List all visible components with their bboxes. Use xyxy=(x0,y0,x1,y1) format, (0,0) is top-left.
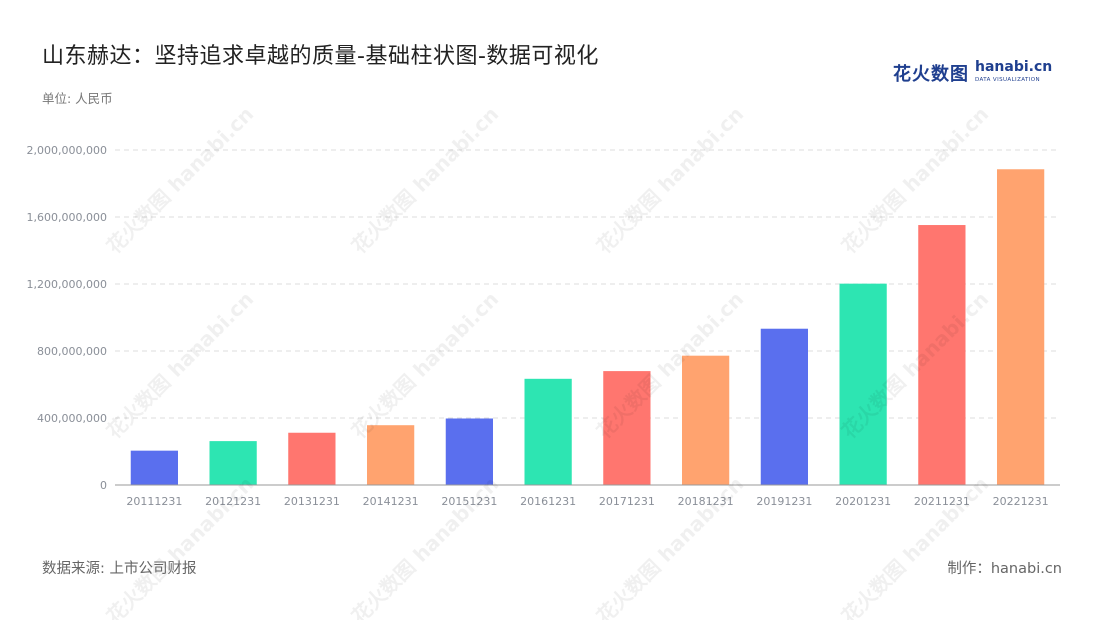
x-tick-label: 20161231 xyxy=(520,495,576,508)
chart-title: 山东赫达：坚持追求卓越的质量-基础柱状图-数据可视化 xyxy=(42,44,599,69)
bar xyxy=(209,441,257,485)
bar xyxy=(288,432,336,485)
y-tick-label: 800,000,000 xyxy=(37,345,107,358)
bar xyxy=(445,418,493,485)
bar xyxy=(367,425,415,485)
x-tick-label: 20181231 xyxy=(678,495,734,508)
data-source: 数据来源: 上市公司财报 xyxy=(42,561,197,577)
logo-en-text: hanabi.cn xyxy=(975,59,1053,75)
x-tick-label: 20141231 xyxy=(363,495,419,508)
x-tick-label: 20221231 xyxy=(993,495,1049,508)
bars xyxy=(130,169,1045,486)
logo: 花火数图 hanabi.cn DATA VISUALIZATION xyxy=(893,58,1052,88)
grid-lines xyxy=(115,149,1060,419)
bar xyxy=(603,371,651,485)
y-tick-label: 1,600,000,000 xyxy=(27,211,107,224)
bar xyxy=(997,169,1045,485)
x-tick-label: 20121231 xyxy=(205,495,261,508)
unit-label: 单位: 人民币 xyxy=(42,91,113,106)
logo-cn-text: 花火数图 xyxy=(893,64,969,85)
logo-sub-text: DATA VISUALIZATION xyxy=(975,77,1040,83)
x-tick-label: 20201231 xyxy=(835,495,891,508)
bar xyxy=(760,328,808,485)
bar xyxy=(130,450,178,485)
credit: 制作：hanabi.cn xyxy=(947,561,1062,577)
x-tick-label: 20191231 xyxy=(756,495,812,508)
bar xyxy=(918,225,966,486)
x-tick-label: 20111231 xyxy=(126,495,182,508)
y-tick-label: 0 xyxy=(100,479,107,492)
bar xyxy=(524,378,572,485)
y-tick-label: 2,000,000,000 xyxy=(27,144,107,157)
bar xyxy=(839,283,887,485)
x-tick-label: 20151231 xyxy=(441,495,497,508)
x-tick-label: 20211231 xyxy=(914,495,970,508)
y-tick-label: 400,000,000 xyxy=(37,412,107,425)
x-tick-label: 20171231 xyxy=(599,495,655,508)
x-tick-label: 20131231 xyxy=(284,495,340,508)
y-tick-label: 1,200,000,000 xyxy=(27,278,107,291)
y-axis-ticks: 0 400,000,000 800,000,000 1,200,000,000 1,60… xyxy=(27,144,107,492)
x-axis-ticks: 20111231 20121231 20131231 20141231 20151231… xyxy=(126,495,1048,508)
bar xyxy=(682,355,730,485)
